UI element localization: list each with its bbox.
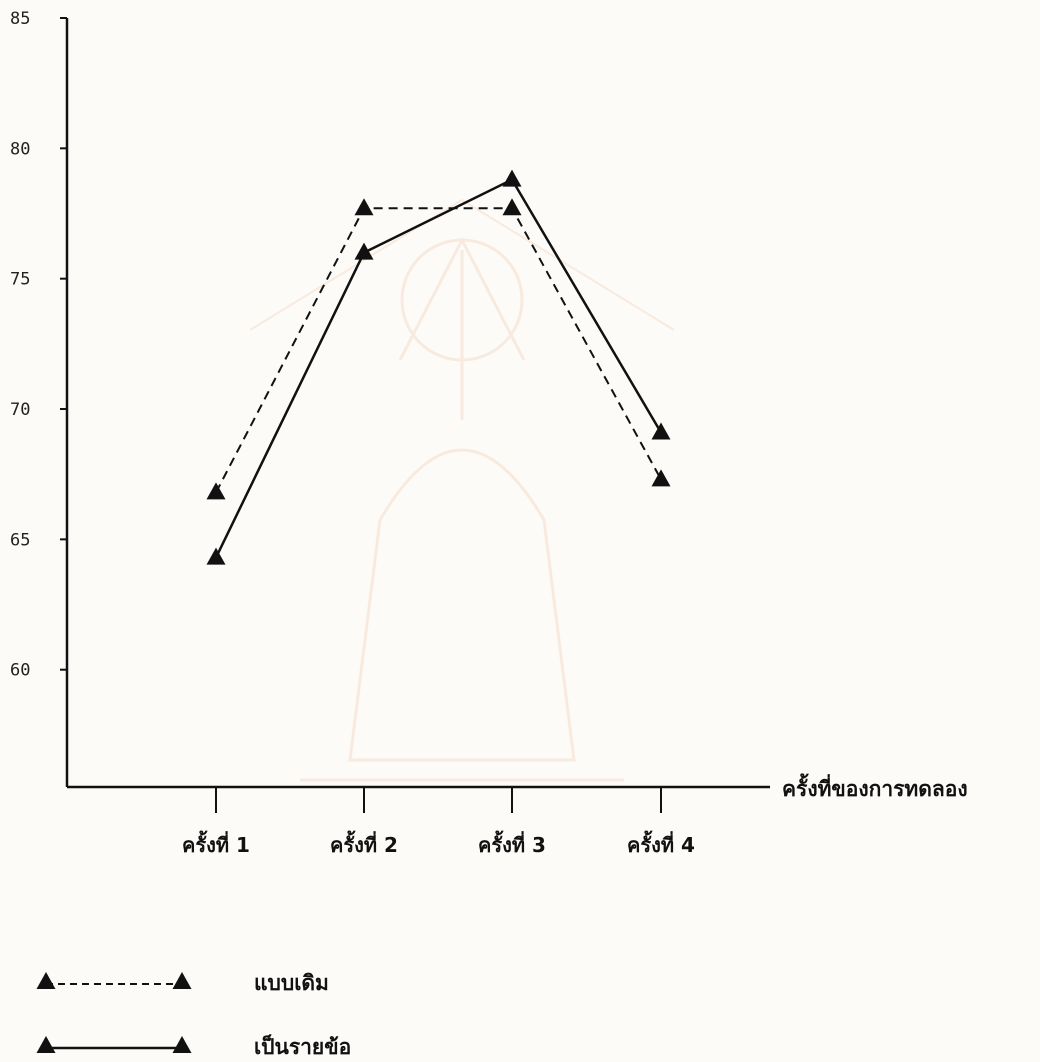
y-tick-label: 80 [10, 139, 30, 159]
watermark-seal-icon [249, 198, 675, 782]
y-tick-label: 60 [10, 661, 30, 681]
legend-label: แบบเดิม [254, 971, 329, 995]
y-tick-label: 75 [10, 270, 30, 290]
x-axis: ครั้งที่ 1 ครั้งที่ 2 ครั้งที่ 3 ครั้งที่ 4 [67, 785, 770, 857]
legend-marker [172, 1036, 192, 1053]
x-tick-label: ครั้งที่ 3 [478, 830, 546, 857]
data-point-marker [354, 198, 374, 216]
y-tick-label: 70 [10, 400, 30, 420]
x-tick-label: ครั้งที่ 1 [182, 830, 250, 857]
x-tick-label: ครั้งที่ 4 [627, 830, 695, 857]
y-tick-label: 65 [10, 530, 30, 550]
legend-label: เป็นรายข้อ [254, 1033, 351, 1059]
legend-item-1: แบบเดิม [36, 971, 329, 995]
series-layer [206, 169, 671, 565]
series-line-1 [215, 207, 662, 493]
legend-marker [172, 972, 192, 989]
data-point-marker [354, 242, 374, 260]
legend: แบบเดิมเป็นรายข้อ [36, 971, 351, 1059]
series-2 [206, 169, 671, 565]
x-axis-title: ครั้งที่ของการทดลอง [782, 773, 968, 801]
x-tick-label: ครั้งที่ 2 [330, 830, 398, 857]
data-point-marker [651, 469, 671, 487]
data-point-marker [206, 547, 226, 565]
legend-item-2: เป็นรายข้อ [36, 1033, 351, 1059]
y-axis: 60 65 70 75 80 85 [10, 9, 69, 787]
data-point-marker [502, 169, 522, 187]
series-line-2 [214, 177, 663, 559]
legend-marker [36, 972, 56, 989]
series-1 [206, 198, 671, 500]
y-tick-label: 85 [10, 9, 30, 29]
data-point-marker [206, 482, 226, 500]
data-point-marker [502, 198, 522, 216]
legend-marker [36, 1036, 56, 1053]
data-point-marker [651, 422, 671, 440]
